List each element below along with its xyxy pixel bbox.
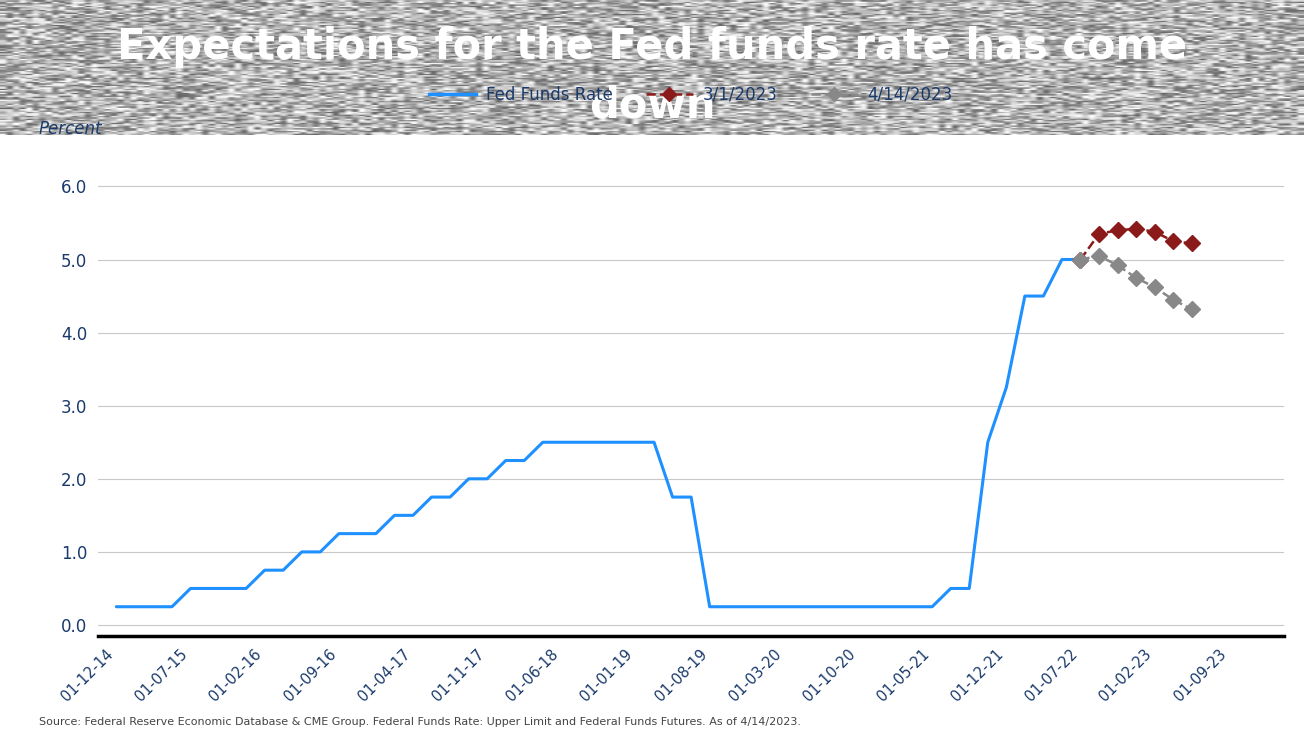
Text: Source: Federal Reserve Economic Database & CME Group. Federal Funds Rate: Upper: Source: Federal Reserve Economic Databas… [39, 717, 801, 727]
Legend: Fed Funds Rate, 3/1/2023, 4/14/2023: Fed Funds Rate, 3/1/2023, 4/14/2023 [422, 79, 960, 110]
Text: Percent: Percent [38, 120, 102, 138]
Text: down: down [588, 85, 716, 126]
Text: Expectations for the Fed funds rate has come: Expectations for the Fed funds rate has … [117, 26, 1187, 68]
